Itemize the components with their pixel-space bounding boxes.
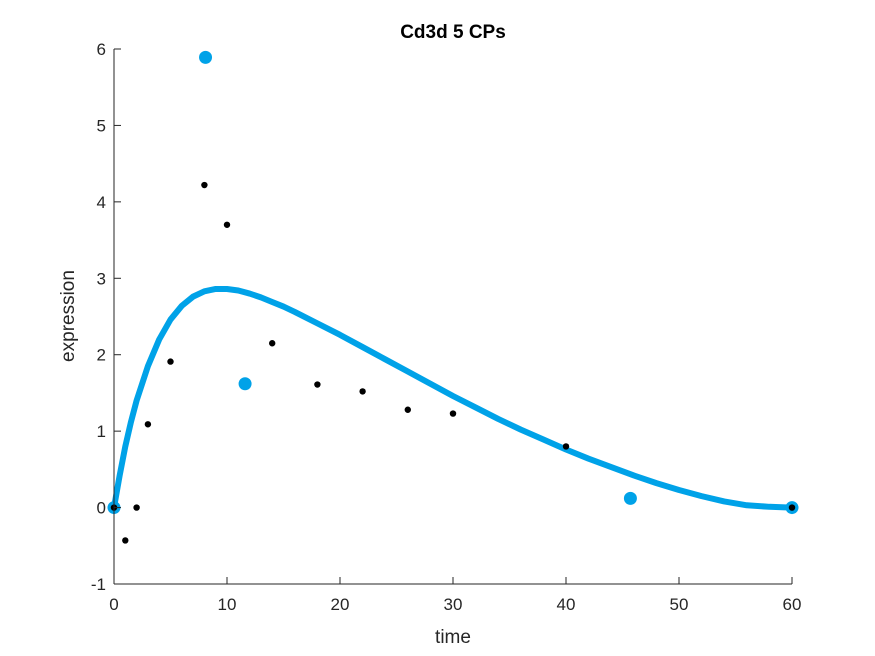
observation-point — [359, 388, 366, 395]
x-tick-label: 40 — [557, 595, 576, 614]
observation-point — [269, 340, 276, 347]
observation-point — [314, 381, 321, 388]
observation-point — [788, 504, 796, 511]
x-tick-label: 50 — [670, 595, 689, 614]
x-tick-label: 10 — [218, 595, 237, 614]
x-axis-label: time — [435, 627, 471, 648]
y-tick-label: 0 — [97, 499, 106, 518]
observation-point — [201, 181, 208, 189]
y-tick-label: 3 — [97, 269, 106, 288]
fit-curve-line — [111, 285, 795, 511]
x-tick-label: 30 — [444, 595, 463, 614]
observation-point — [223, 221, 231, 228]
control-point-marker — [623, 491, 637, 505]
y-tick-label: 4 — [97, 193, 106, 212]
y-axis-label: expression — [58, 270, 79, 362]
plot-area — [107, 50, 799, 544]
control-point-marker — [238, 377, 252, 391]
observation-point — [562, 443, 570, 450]
observation-point — [404, 406, 411, 413]
observation-point — [167, 358, 174, 365]
observation-point — [449, 410, 457, 417]
observation-point — [122, 537, 129, 544]
y-tick-label: -1 — [91, 575, 106, 594]
x-tick-label: 20 — [331, 595, 350, 614]
observation-point — [144, 421, 152, 428]
x-tick-label: 0 — [109, 595, 118, 614]
y-tick-label: 6 — [97, 40, 106, 59]
observation-point — [133, 504, 140, 511]
y-tick-label: 2 — [97, 346, 106, 365]
y-tick-label: 1 — [97, 422, 106, 441]
chart-title: Cd3d 5 CPs — [400, 22, 506, 43]
x-tick-label: 60 — [783, 595, 802, 614]
control-point-marker — [199, 50, 213, 64]
y-tick-label: 5 — [97, 116, 106, 135]
